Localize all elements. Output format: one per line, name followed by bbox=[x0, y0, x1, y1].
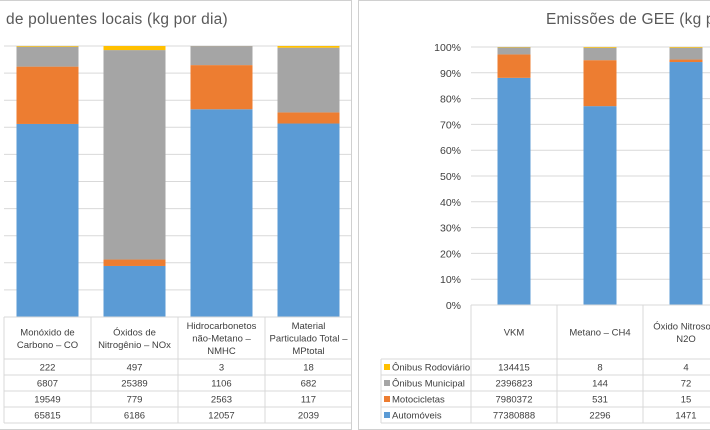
data-table-value: 65815 bbox=[34, 411, 60, 422]
bar-segment-automoveis bbox=[16, 123, 79, 317]
category-label: Hidrocarbonetos não-Metano – NMHC bbox=[187, 321, 257, 357]
bar-segment-onibus_rodoviario bbox=[277, 46, 340, 48]
data-table-value: 6186 bbox=[124, 411, 145, 422]
data-table-value: 682 bbox=[301, 379, 317, 390]
bar-segment-onibus_municipal bbox=[190, 46, 253, 66]
bar-segment-onibus_municipal bbox=[16, 46, 79, 67]
category-label: Material Particulado Total – MPtotal bbox=[270, 321, 349, 357]
bar-segment-onibus_rodoviario bbox=[669, 47, 703, 48]
y-tick-label: 0% bbox=[446, 300, 461, 312]
legend-key-automoveis bbox=[384, 412, 390, 418]
bar-segment-motocicletas bbox=[497, 54, 531, 78]
bar-segment-motocicletas bbox=[277, 112, 340, 124]
data-table-value: 117 bbox=[301, 395, 316, 406]
bar-segment-motocicletas bbox=[583, 60, 617, 107]
y-tick-label: 20% bbox=[440, 248, 461, 260]
y-tick-label: 100% bbox=[434, 42, 461, 54]
bar-segment-automoveis bbox=[277, 123, 340, 317]
category-label: Óxido Nitroso –N2O bbox=[653, 321, 710, 345]
data-table-value: 779 bbox=[127, 395, 143, 406]
bar-segment-onibus_rodoviario bbox=[16, 46, 79, 47]
data-table-value: 1106 bbox=[211, 379, 231, 390]
local-pollutants-chart-panel: de poluentes locais (kg por dia) Monóxid… bbox=[0, 0, 352, 430]
bar-segment-onibus_municipal bbox=[497, 47, 531, 55]
y-tick-label: 40% bbox=[440, 197, 461, 209]
category-label: Metano – CH4 bbox=[569, 328, 630, 339]
ghg-emissions-chart: 0% 10% 20% 30% 40% 50% 60% 70% 80% 90% 100% VKM Meta… bbox=[380, 42, 710, 424]
data-table-value: 6807 bbox=[37, 379, 58, 390]
data-table-value: 144 bbox=[592, 379, 608, 390]
data-table-value: 77380888 bbox=[493, 411, 535, 422]
chart-title: Emissões de GEE (kg por d bbox=[546, 11, 710, 28]
legend-label: Motocicletas bbox=[392, 395, 445, 406]
data-table-value: 72 bbox=[681, 379, 692, 390]
data-table-value: 531 bbox=[592, 395, 608, 406]
category-label: VKM bbox=[504, 328, 525, 339]
category-label: Monóxido de Carbono – CO bbox=[17, 327, 78, 351]
legend-label: Ônibus Municipal bbox=[392, 379, 465, 390]
bar-segment-automoveis bbox=[497, 77, 531, 305]
bar-segment-automoveis bbox=[190, 109, 253, 317]
data-table-value: 2296 bbox=[589, 411, 610, 422]
y-tick-label: 90% bbox=[440, 68, 461, 80]
legend-label: Ônibus Rodoviário bbox=[392, 363, 470, 374]
data-table-value: 497 bbox=[127, 363, 143, 374]
data-table-value: 25389 bbox=[121, 379, 147, 390]
bar-segment-motocicletas bbox=[103, 259, 166, 266]
y-tick-label: 80% bbox=[440, 94, 461, 106]
data-table-value: 19549 bbox=[34, 395, 60, 406]
data-table-value: 1471 bbox=[675, 411, 696, 422]
bar-segment-automoveis bbox=[669, 62, 703, 305]
bar-segment-onibus_municipal bbox=[103, 50, 166, 260]
bar-segment-automoveis bbox=[103, 265, 166, 317]
bar-segment-onibus_municipal bbox=[669, 47, 703, 60]
y-tick-label: 30% bbox=[440, 223, 461, 235]
data-table-value: 7980372 bbox=[496, 395, 533, 406]
data-table-value: 2563 bbox=[211, 395, 232, 406]
data-table-value: 8 bbox=[597, 363, 602, 374]
data-table-value: 4 bbox=[683, 363, 688, 374]
bar-segment-onibus_rodoviario bbox=[583, 47, 617, 48]
data-table-value: 222 bbox=[40, 363, 56, 374]
data-table-value: 134415 bbox=[498, 363, 530, 374]
y-tick-label: 10% bbox=[440, 274, 461, 286]
legend-key-onibus_municipal bbox=[384, 380, 390, 386]
legend-key-motocicletas bbox=[384, 396, 390, 402]
data-table-value: 15 bbox=[681, 395, 692, 406]
y-tick-label: 70% bbox=[440, 119, 461, 131]
data-table-value: 12057 bbox=[208, 411, 234, 422]
bar-segment-onibus_municipal bbox=[277, 47, 340, 113]
y-tick-label: 50% bbox=[440, 171, 461, 183]
data-table-value: 2396823 bbox=[496, 379, 533, 390]
bar-segment-motocicletas bbox=[16, 66, 79, 124]
data-table-value: 2039 bbox=[298, 411, 319, 422]
bar-segment-motocicletas bbox=[190, 65, 253, 110]
category-label: Óxidos de Nitrogênio – NOx bbox=[98, 327, 171, 351]
legend-key-onibus_rodoviario bbox=[384, 364, 390, 370]
y-tick-label: 60% bbox=[440, 145, 461, 157]
data-table-value: 18 bbox=[303, 363, 314, 374]
bar-segment-onibus_rodoviario bbox=[103, 46, 166, 51]
bar-segment-onibus_municipal bbox=[583, 47, 617, 61]
data-table-value: 3 bbox=[219, 363, 224, 374]
chart-title: de poluentes locais (kg por dia) bbox=[6, 11, 228, 28]
bar-segment-motocicletas bbox=[669, 59, 703, 63]
bar-segment-automoveis bbox=[583, 106, 617, 305]
ghg-emissions-chart-panel: Emissões de GEE (kg por d 0% 10% 20% 30% 40%… bbox=[358, 0, 710, 430]
local-pollutants-chart: Monóxido de Carbono – CO Óxidos de Nitrogên… bbox=[3, 45, 351, 424]
legend-label: Automóveis bbox=[392, 411, 442, 422]
